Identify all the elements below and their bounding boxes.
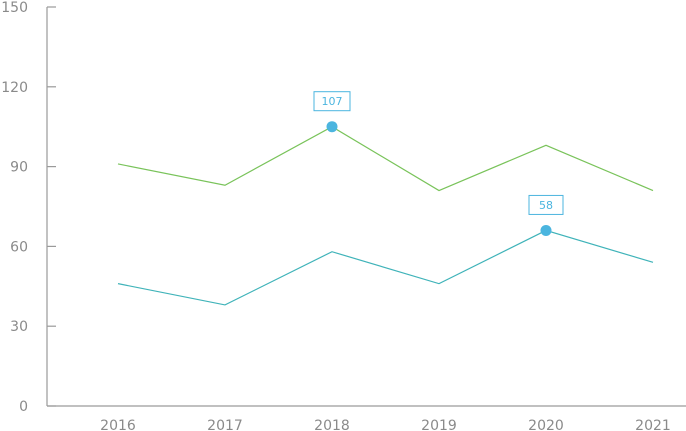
axes: [46, 7, 686, 407]
x-tick-label: 2020: [528, 418, 564, 431]
x-tick-label: 2017: [207, 418, 243, 431]
data-label-box: [313, 91, 351, 112]
y-tick-label: 120: [1, 80, 28, 96]
y-tick-label: 150: [1, 0, 28, 16]
series-2-line: [117, 229, 654, 306]
data-label-box: [528, 194, 564, 215]
y-tick-label: 0: [19, 399, 28, 415]
x-tick-label: 2019: [421, 418, 457, 431]
x-tick-label: 2021: [635, 418, 671, 431]
data-label: 107: [322, 95, 343, 108]
series-lines: [117, 126, 654, 306]
annotations: 107 58: [313, 91, 564, 236]
data-label: 58: [539, 199, 553, 212]
y-tick-label: 90: [10, 160, 28, 176]
y-tick-label: 30: [10, 319, 28, 335]
highlight-point: [326, 121, 338, 133]
y-tick-label: 60: [10, 239, 28, 255]
y-axis-ticks: 0 30 60 90 120 150: [1, 0, 56, 415]
x-tick-label: 2016: [100, 418, 136, 431]
x-tick-label: 2018: [314, 418, 350, 431]
series-1-line: [117, 126, 654, 192]
highlight-point: [540, 224, 552, 236]
x-axis-ticks: 2016 2017 2018 2019 2020 2021: [100, 418, 671, 431]
